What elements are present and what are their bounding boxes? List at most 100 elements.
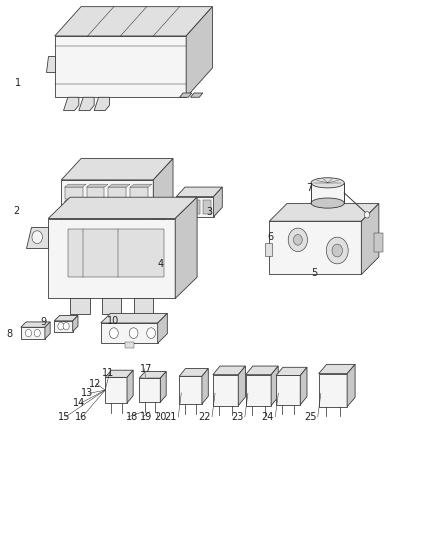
Polygon shape xyxy=(186,7,212,97)
Text: 11: 11 xyxy=(102,368,114,378)
Polygon shape xyxy=(87,213,108,215)
Bar xyxy=(125,342,134,348)
Polygon shape xyxy=(105,370,133,377)
Polygon shape xyxy=(65,213,86,215)
Polygon shape xyxy=(109,184,130,187)
Bar xyxy=(109,201,126,213)
Text: 1: 1 xyxy=(15,78,21,87)
Polygon shape xyxy=(300,367,307,405)
Polygon shape xyxy=(131,198,152,201)
Polygon shape xyxy=(21,322,50,327)
Polygon shape xyxy=(45,322,50,339)
Ellipse shape xyxy=(311,178,344,188)
Circle shape xyxy=(58,322,64,330)
Text: 12: 12 xyxy=(88,379,101,389)
Polygon shape xyxy=(160,372,166,402)
Text: 6: 6 xyxy=(267,232,273,242)
Bar xyxy=(131,187,148,199)
Bar xyxy=(374,233,383,252)
Polygon shape xyxy=(347,365,355,407)
Bar xyxy=(87,215,104,227)
Text: 23: 23 xyxy=(231,412,244,422)
Bar xyxy=(203,200,212,214)
Bar xyxy=(265,243,272,256)
Polygon shape xyxy=(213,366,245,375)
Polygon shape xyxy=(46,56,55,72)
Polygon shape xyxy=(202,368,208,404)
Polygon shape xyxy=(179,376,202,404)
Polygon shape xyxy=(153,159,173,230)
Text: 22: 22 xyxy=(198,412,211,422)
Circle shape xyxy=(288,228,307,252)
Polygon shape xyxy=(55,7,212,36)
Polygon shape xyxy=(102,298,121,314)
Text: 10: 10 xyxy=(107,317,120,326)
Polygon shape xyxy=(175,197,197,298)
Circle shape xyxy=(332,244,343,257)
Text: 8: 8 xyxy=(7,329,13,338)
Bar xyxy=(87,201,104,213)
Polygon shape xyxy=(176,187,222,197)
Polygon shape xyxy=(238,366,245,406)
Text: 3: 3 xyxy=(206,207,212,216)
Polygon shape xyxy=(48,219,175,298)
Text: 14: 14 xyxy=(73,398,85,408)
Polygon shape xyxy=(109,213,130,215)
Polygon shape xyxy=(87,198,108,201)
Polygon shape xyxy=(101,323,158,343)
Polygon shape xyxy=(179,368,208,376)
Polygon shape xyxy=(139,378,160,402)
Text: 7: 7 xyxy=(307,183,313,192)
Polygon shape xyxy=(79,97,94,111)
Polygon shape xyxy=(276,367,307,375)
Circle shape xyxy=(34,329,40,337)
Text: 19: 19 xyxy=(140,412,152,422)
Bar xyxy=(65,187,82,199)
Polygon shape xyxy=(176,197,214,217)
Text: 20: 20 xyxy=(154,412,166,422)
Text: 13: 13 xyxy=(81,389,93,398)
Circle shape xyxy=(293,235,302,245)
Text: 15: 15 xyxy=(58,412,70,422)
Polygon shape xyxy=(134,298,153,314)
Polygon shape xyxy=(55,36,186,97)
Circle shape xyxy=(32,231,42,244)
Polygon shape xyxy=(109,198,130,201)
Polygon shape xyxy=(54,321,73,332)
Circle shape xyxy=(326,237,348,264)
Polygon shape xyxy=(48,197,197,219)
Polygon shape xyxy=(101,313,167,323)
Ellipse shape xyxy=(311,198,344,208)
Text: 5: 5 xyxy=(311,268,317,278)
Bar xyxy=(109,187,126,199)
Text: 4: 4 xyxy=(158,259,164,269)
Polygon shape xyxy=(361,204,379,274)
Text: 21: 21 xyxy=(165,412,177,422)
Polygon shape xyxy=(21,327,45,339)
Polygon shape xyxy=(158,313,167,343)
Polygon shape xyxy=(269,221,361,274)
Polygon shape xyxy=(127,370,133,403)
Polygon shape xyxy=(65,184,86,187)
Bar xyxy=(109,215,126,227)
Bar xyxy=(131,201,148,213)
Polygon shape xyxy=(65,198,86,201)
Text: 16: 16 xyxy=(74,412,87,422)
Circle shape xyxy=(147,328,155,338)
Polygon shape xyxy=(61,159,173,180)
Bar xyxy=(68,229,164,277)
Polygon shape xyxy=(70,298,89,314)
Polygon shape xyxy=(214,187,222,217)
Polygon shape xyxy=(87,184,108,187)
Polygon shape xyxy=(139,372,166,378)
Polygon shape xyxy=(131,213,152,215)
Bar xyxy=(65,215,82,227)
Polygon shape xyxy=(276,375,300,405)
Text: 9: 9 xyxy=(41,318,47,327)
Polygon shape xyxy=(271,366,278,406)
Circle shape xyxy=(63,322,69,330)
Polygon shape xyxy=(191,93,203,97)
Bar xyxy=(311,183,344,203)
Text: 2: 2 xyxy=(13,206,19,215)
Circle shape xyxy=(25,329,32,337)
